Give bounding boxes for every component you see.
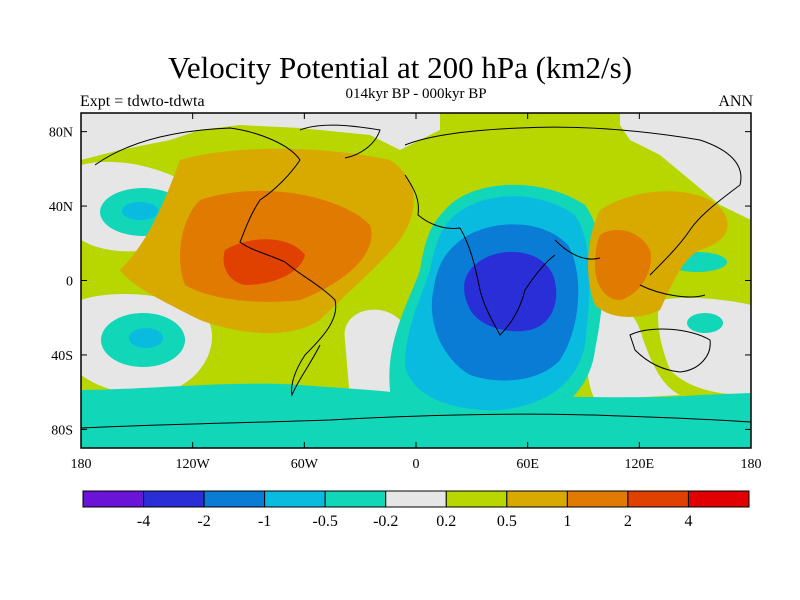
colorbar-label: 4: [684, 513, 692, 530]
red-orange-positive-center: [223, 239, 305, 285]
colorbar-swatch: [143, 490, 205, 508]
colorbar-swatch: [445, 490, 508, 508]
y-tick-label: 0: [66, 275, 73, 290]
y-tick-label: 40N: [49, 200, 73, 215]
x-tick-label: 60W: [291, 457, 319, 472]
colorbar-swatch: [506, 490, 568, 508]
colorbar-label: 2: [624, 513, 632, 530]
x-tick-label: 180: [71, 457, 92, 472]
y-axis: 80N 40N 0 40S 80S: [49, 126, 751, 438]
dark-blue-negative-center: [464, 251, 557, 332]
chart-title: Velocity Potential at 200 hPa (km2/s): [167, 50, 633, 85]
colorbar-label: 0.2: [436, 513, 456, 530]
colorbar-swatch: [627, 490, 689, 508]
colorbar-swatch: [203, 490, 266, 508]
colorbar-swatch: [385, 490, 447, 508]
cyan-small-regions: [122, 202, 163, 348]
colorbar-label: -1: [258, 513, 271, 530]
coastlines: [81, 124, 751, 429]
colorbar-swatch: [687, 490, 750, 508]
y-tick-label: 80N: [49, 126, 73, 141]
colorbar-swatch: [566, 490, 629, 508]
colorbar-label: -4: [137, 513, 150, 530]
x-tick-label: 120E: [625, 457, 655, 472]
colorbar-label: 0.5: [497, 513, 517, 530]
colorbar-swatch: [82, 490, 145, 508]
x-tick-label: 180: [741, 457, 762, 472]
colorbar-label: -0.5: [313, 513, 338, 530]
x-axis: 180 120W 60W 0 60E 120E 180: [71, 113, 762, 472]
season-label: ANN: [718, 93, 753, 110]
contour-field: [81, 113, 751, 448]
colorbar: -4 -2 -1 -0.5 -0.2 0.2 0.5 1 2 4: [82, 490, 750, 530]
colorbar-label: -2: [197, 513, 210, 530]
experiment-label: Expt = tdwto-tdwta: [80, 93, 205, 110]
x-tick-label: 120W: [176, 457, 211, 472]
colorbar-label: -0.2: [373, 513, 398, 530]
colorbar-swatch: [324, 490, 387, 508]
chart-subtitle: 014kyr BP - 000kyr BP: [345, 86, 487, 102]
y-tick-label: 80S: [51, 423, 73, 438]
y-tick-label: 40S: [51, 349, 73, 364]
colorbar-label: 1: [563, 513, 571, 530]
x-tick-label: 60E: [516, 457, 539, 472]
orange-asia-region: [595, 230, 651, 300]
colorbar-swatch: [264, 490, 326, 508]
x-tick-label: 0: [413, 457, 420, 472]
